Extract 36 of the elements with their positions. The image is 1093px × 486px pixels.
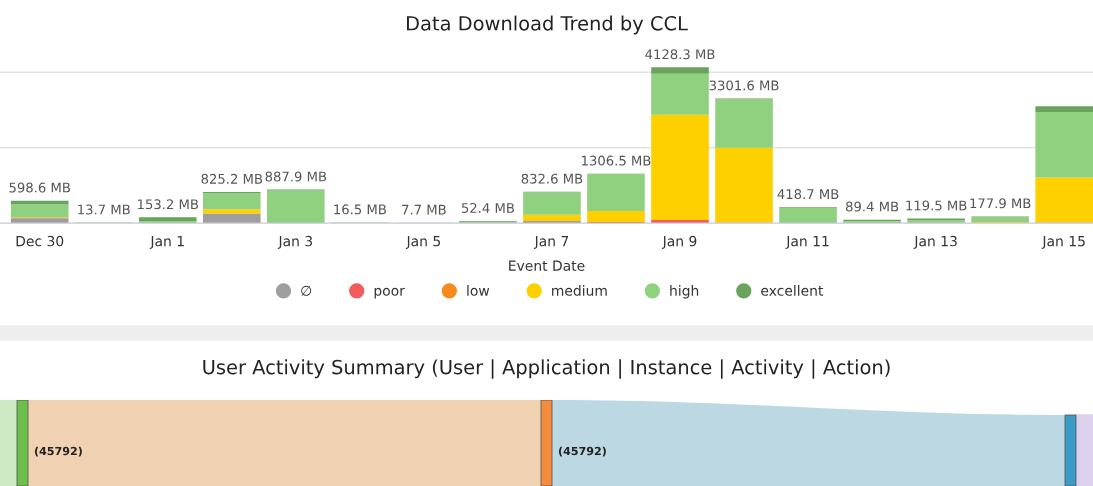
- annotation: 16.5 MB: [334, 204, 386, 215]
- x-tick-label: Jan 9: [661, 235, 697, 249]
- annotation: 119.5 MB: [906, 200, 967, 211]
- x-tick-label: Jan 5: [405, 236, 440, 249]
- annotation: 7.7 MB: [402, 204, 446, 215]
- x-tick-label: Jan 13: [913, 235, 957, 249]
- chart-title: Data Download Trend by CCL: [406, 15, 688, 35]
- category-label: (45792): [34, 446, 82, 457]
- annotation: 153.2 MB: [138, 199, 199, 210]
- legend-label: low: [467, 285, 490, 296]
- x-tick-label: Jan 3: [277, 235, 313, 249]
- annotation: 887.9 MB: [265, 171, 327, 182]
- x-axis-title: Event Date: [509, 260, 585, 271]
- legend-label: ∅: [301, 285, 312, 296]
- legend-label: excellent: [761, 285, 824, 296]
- x-tick-label: Jan 7: [533, 236, 569, 249]
- text: 4128.3 MB: [645, 49, 715, 60]
- legend-label: high: [670, 285, 699, 299]
- annotation: 418.7 MB: [777, 189, 839, 200]
- text: User Activity Summary (User | Application | Instance | Activity | Action): [203, 359, 890, 379]
- annotation: 52.4 MB: [461, 202, 514, 213]
- x-tick-label: Jan 1: [149, 236, 184, 249]
- annotation: 89.4 MB: [845, 201, 899, 212]
- annotation: 3301.6 MB: [709, 80, 779, 91]
- x-tick-label: Jan 15: [1041, 236, 1085, 249]
- annotation: 598.6 MB: [9, 182, 70, 193]
- x-tick-label: Dec 30: [16, 235, 64, 247]
- category-label: (45792): [558, 446, 606, 457]
- annotation: 1306.5 MB: [582, 155, 651, 166]
- annotation: 177.9 MB: [970, 198, 1031, 209]
- legend-label: medium: [552, 285, 607, 296]
- x-tick-label: Jan 11: [785, 236, 829, 249]
- legend-label: poor: [374, 287, 405, 299]
- annotation: 832.6 MB: [521, 173, 583, 184]
- annotation: 825.2 MB: [201, 173, 263, 184]
- annotation: 13.7 MB: [78, 204, 130, 215]
